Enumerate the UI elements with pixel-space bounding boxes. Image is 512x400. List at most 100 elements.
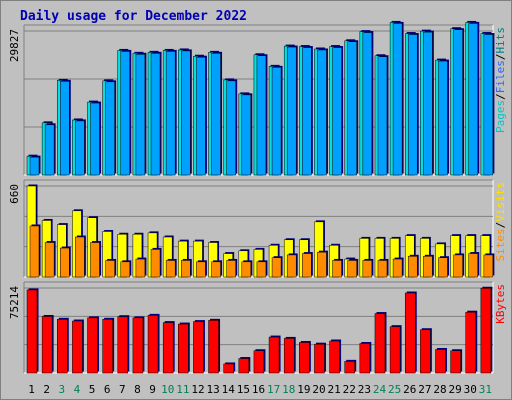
bar-sites (226, 260, 236, 278)
bar-kbytes (102, 319, 113, 374)
x-tick-label: 21 (328, 383, 341, 396)
legend-entry: Hits (494, 27, 507, 54)
bar-files (407, 34, 418, 176)
x-tick-label: 19 (297, 383, 310, 396)
bar-files (423, 31, 433, 176)
bar-files (105, 81, 115, 176)
bar-files (226, 80, 236, 176)
legend: Pages/Files/Hits (494, 27, 507, 133)
x-tick-label: 27 (418, 383, 431, 396)
bar-sites (332, 260, 342, 278)
bar-kbytes (147, 315, 159, 374)
bar-files (44, 124, 55, 176)
legend-entry: Sites (494, 228, 507, 261)
bar-sites (90, 242, 100, 278)
x-tick-label: 16 (252, 383, 265, 396)
x-tick-label: 9 (149, 383, 156, 396)
legend-entry: Visits (494, 182, 507, 222)
bar-sites (438, 257, 448, 278)
bar-kbytes (26, 289, 38, 374)
bar-files (165, 51, 176, 176)
bar-sites (286, 254, 297, 278)
bar-files (196, 56, 206, 176)
bar-files (483, 34, 494, 176)
bar-sites (241, 261, 252, 278)
bar-sites (75, 236, 85, 278)
y-max-label: 29827 (8, 29, 21, 62)
legend-entry: Files (494, 60, 507, 93)
x-tick-label: 18 (282, 383, 295, 396)
chart-panels: 29827Pages/Files/Hits660Sites/Visits7521… (8, 20, 507, 374)
bar-kbytes (268, 336, 280, 374)
bar-files (302, 47, 312, 176)
x-tick-label: 28 (433, 383, 446, 396)
bar-kbytes (359, 343, 371, 374)
bar-sites (181, 260, 191, 278)
bar-kbytes (389, 326, 401, 374)
bar-sites (347, 260, 357, 278)
bar-kbytes (193, 321, 204, 374)
x-tick-label: 4 (74, 383, 81, 396)
x-tick-label: 7 (119, 383, 126, 396)
bar-files (468, 23, 478, 176)
x-tick-label: 25 (388, 383, 401, 396)
bar-kbytes (314, 343, 325, 374)
panel-visits: 660 Sites/Visits (8, 179, 507, 278)
bar-files (332, 47, 342, 176)
bar-kbytes (87, 317, 98, 374)
bar-sites (44, 242, 55, 278)
bar-files (317, 49, 327, 176)
bar-sites (362, 260, 373, 278)
x-tick-label: 5 (89, 383, 96, 396)
legend-entry: / (494, 54, 507, 61)
bar-sites (105, 260, 115, 278)
bar-kbytes (329, 340, 340, 374)
series-files (29, 21, 495, 176)
bar-kbytes (117, 316, 129, 374)
bar-files (181, 50, 191, 176)
x-axis-labels: 1 2 3 4 5 6 7 8 9 10 11 12 13 14 15 16 17 18 19 20 21 22 23 24 2… (28, 383, 492, 396)
bar-kbytes (450, 350, 461, 374)
x-tick-label: 22 (343, 383, 356, 396)
bar-files (120, 51, 131, 176)
bar-sites (211, 261, 221, 278)
bar-kbytes (435, 349, 446, 374)
bar-files (362, 32, 373, 176)
bar-sites (256, 261, 267, 278)
bar-sites (392, 258, 403, 278)
bar-kbytes (132, 317, 144, 374)
bar-kbytes (41, 316, 53, 374)
legend: Sites/Visits (494, 182, 507, 262)
bar-files (453, 29, 463, 176)
bar-kbytes (344, 361, 355, 374)
x-tick-label: 11 (176, 383, 189, 396)
bar-files (90, 102, 100, 176)
legend-entry: Pages (494, 100, 507, 133)
x-tick-label: 24 (373, 383, 387, 396)
bar-kbytes (374, 313, 386, 374)
bar-sites (377, 260, 388, 278)
bar-files (150, 53, 161, 176)
bar-kbytes (253, 350, 265, 374)
bar-files (135, 54, 146, 176)
x-tick-label: 1 (28, 383, 35, 396)
bar-files (347, 41, 357, 176)
x-tick-label: 15 (237, 383, 250, 396)
x-tick-label: 14 (222, 383, 236, 396)
panel-kbytes: 75214 KBytes (8, 281, 507, 374)
bar-files (286, 46, 297, 176)
bar-sites (302, 253, 312, 278)
bar-kbytes (178, 323, 189, 374)
bar-sites (453, 254, 463, 278)
bar-kbytes (238, 358, 250, 374)
bar-sites (317, 251, 327, 278)
bar-kbytes (404, 292, 416, 374)
x-tick-label: 13 (206, 383, 219, 396)
bar-sites (165, 260, 176, 278)
bar-sites (407, 256, 418, 278)
bar-kbytes (283, 338, 295, 374)
y-max-label: 660 (8, 184, 21, 204)
x-tick-label: 6 (104, 383, 111, 396)
bar-files (271, 67, 282, 176)
